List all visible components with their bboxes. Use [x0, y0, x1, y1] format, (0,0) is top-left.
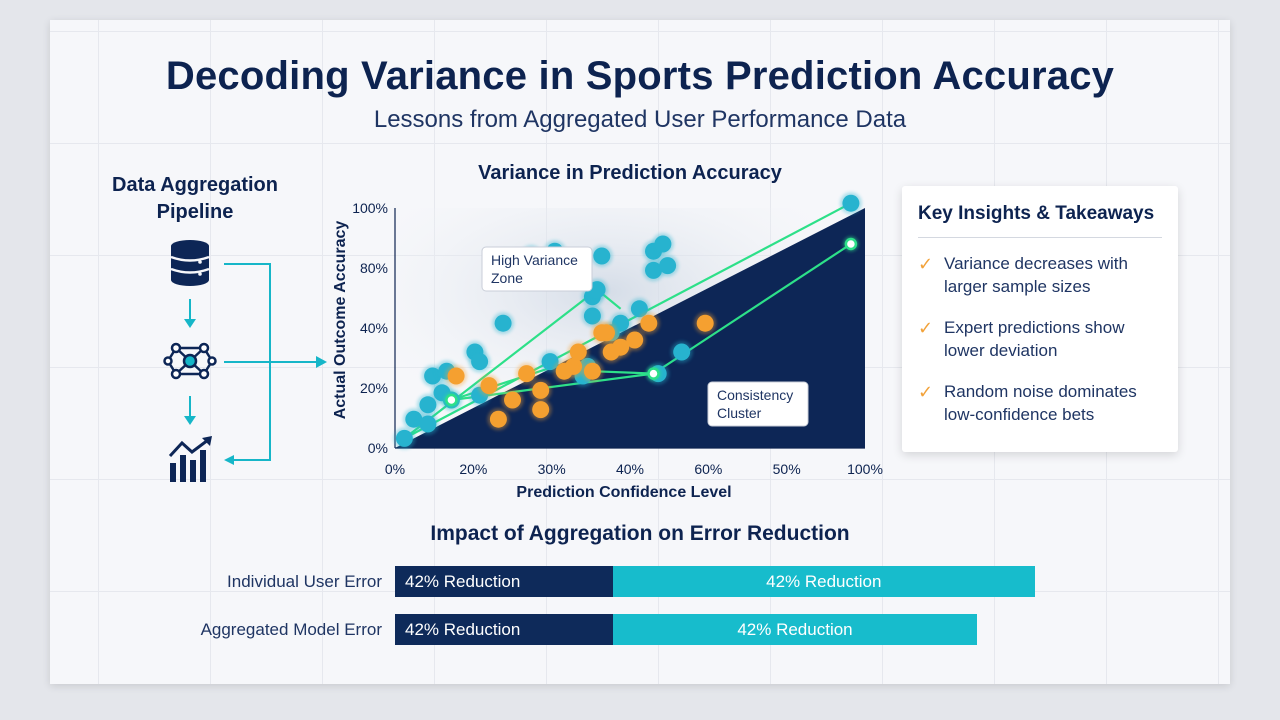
x-tick-label: 50% — [773, 461, 801, 477]
database-icon — [170, 240, 210, 286]
data-point — [419, 396, 437, 414]
highlight-node — [844, 237, 858, 251]
pipeline-title-line2: Pipeline — [156, 201, 234, 223]
data-point — [583, 362, 601, 380]
pipeline-title: Data Aggregation Pipeline — [90, 172, 300, 226]
bar-segment-teal: 42% Reduction — [612, 614, 978, 645]
insight-text: Variance decreases with larger sample si… — [944, 252, 1128, 298]
annotation-text: High Variance — [491, 252, 578, 268]
insight-line: lower deviation — [944, 341, 1058, 360]
insight-line: Expert predictions show — [944, 318, 1125, 337]
insights-divider — [918, 237, 1162, 238]
highlight-node — [647, 367, 660, 380]
insight-item: ✓ Random noise dominates low-confidence … — [918, 380, 1166, 426]
data-point — [504, 391, 521, 409]
x-tick-label: 100% — [847, 461, 883, 477]
data-point — [395, 429, 413, 447]
annotation-box — [481, 246, 593, 292]
page-title: Decoding Variance in Sports Prediction A… — [165, 54, 1115, 98]
arrow-right-icon — [316, 356, 327, 368]
x-axis-label: Prediction Confidence Level — [516, 484, 731, 501]
data-point — [518, 365, 536, 383]
data-point — [696, 314, 714, 332]
data-point — [532, 381, 550, 399]
y-tick-label: 0% — [368, 440, 388, 456]
data-point — [541, 353, 559, 371]
annotation-text: Consistency — [717, 387, 793, 403]
scatter-chart-title: Variance in Prediction Accuracy — [478, 162, 782, 184]
network-icon — [163, 342, 217, 380]
insights-title: Key Insights & Takeaways — [918, 203, 1155, 224]
check-icon: ✓ — [918, 254, 934, 274]
data-point — [471, 353, 489, 371]
data-point — [630, 300, 648, 318]
annotation-text: Zone — [491, 270, 523, 286]
data-point — [480, 377, 498, 395]
data-point — [593, 247, 611, 265]
data-point — [626, 331, 644, 349]
annotation-text: Cluster — [717, 405, 762, 421]
data-point — [532, 401, 550, 419]
data-point — [659, 257, 677, 275]
highlight-node — [445, 393, 458, 407]
data-point — [598, 324, 615, 342]
x-tick-label: 60% — [694, 461, 722, 477]
insight-line: low-confidence bets — [944, 405, 1095, 424]
y-tick-label: 100% — [352, 200, 388, 216]
data-point — [588, 281, 606, 299]
x-tick-label: 20% — [459, 461, 487, 477]
check-icon: ✓ — [918, 318, 934, 338]
bar-segment-dark: 42% Reduction — [395, 566, 613, 597]
data-point — [842, 194, 860, 212]
insight-item: ✓ Expert predictions show lower deviatio… — [918, 316, 1166, 362]
data-point — [640, 314, 658, 332]
data-point — [569, 343, 587, 361]
insight-text: Random noise dominates low-confidence be… — [944, 380, 1137, 426]
insight-line: Random noise dominates — [944, 382, 1137, 401]
insight-line: Variance decreases with — [944, 254, 1128, 273]
y-axis-label: Actual Outcome Accuracy — [332, 221, 349, 420]
page-subtitle: Lessons from Aggregated User Performance… — [373, 106, 907, 133]
bar-row: 42% Reduction 42% Reduction — [395, 566, 1035, 597]
data-point — [612, 314, 630, 332]
data-point — [494, 314, 512, 332]
pipeline-title-line1: Data Aggregation — [112, 174, 278, 196]
insight-text: Expert predictions show lower deviation — [944, 316, 1124, 362]
growth-chart-icon — [168, 436, 212, 482]
bar-segment-teal: 42% Reduction — [612, 566, 1035, 597]
x-tick-label: 30% — [538, 461, 566, 477]
data-point — [447, 367, 465, 385]
bar-category-label: Aggregated Model Error — [200, 620, 382, 639]
arrow-down-icon — [184, 396, 196, 425]
annotation-box — [707, 381, 809, 427]
data-point — [654, 235, 672, 253]
bar-chart-title: Impact of Aggregation on Error Reduction — [430, 522, 850, 545]
y-tick-label: 80% — [360, 260, 388, 276]
arrow-down-icon — [184, 299, 196, 328]
data-point — [489, 410, 507, 428]
bar-row: 42% Reduction 42% Reduction — [395, 614, 978, 645]
x-tick-label: 40% — [616, 461, 644, 477]
insight-item: ✓ Variance decreases with larger sample … — [918, 252, 1166, 298]
trend-line — [451, 243, 852, 402]
insight-line: larger sample sizes — [944, 277, 1091, 296]
insights-panel: Key Insights & Takeaways ✓ Variance decr… — [902, 186, 1178, 452]
bar-segment-dark: 42% Reduction — [395, 614, 613, 645]
check-icon: ✓ — [918, 382, 934, 402]
arrow-left-icon — [224, 455, 234, 465]
y-tick-label: 40% — [360, 320, 388, 336]
bar-category-label: Individual User Error — [227, 572, 382, 591]
data-point — [673, 343, 691, 361]
data-point — [583, 307, 601, 325]
x-tick-label: 0% — [385, 461, 405, 477]
y-tick-label: 20% — [360, 380, 388, 396]
data-point — [419, 415, 437, 433]
